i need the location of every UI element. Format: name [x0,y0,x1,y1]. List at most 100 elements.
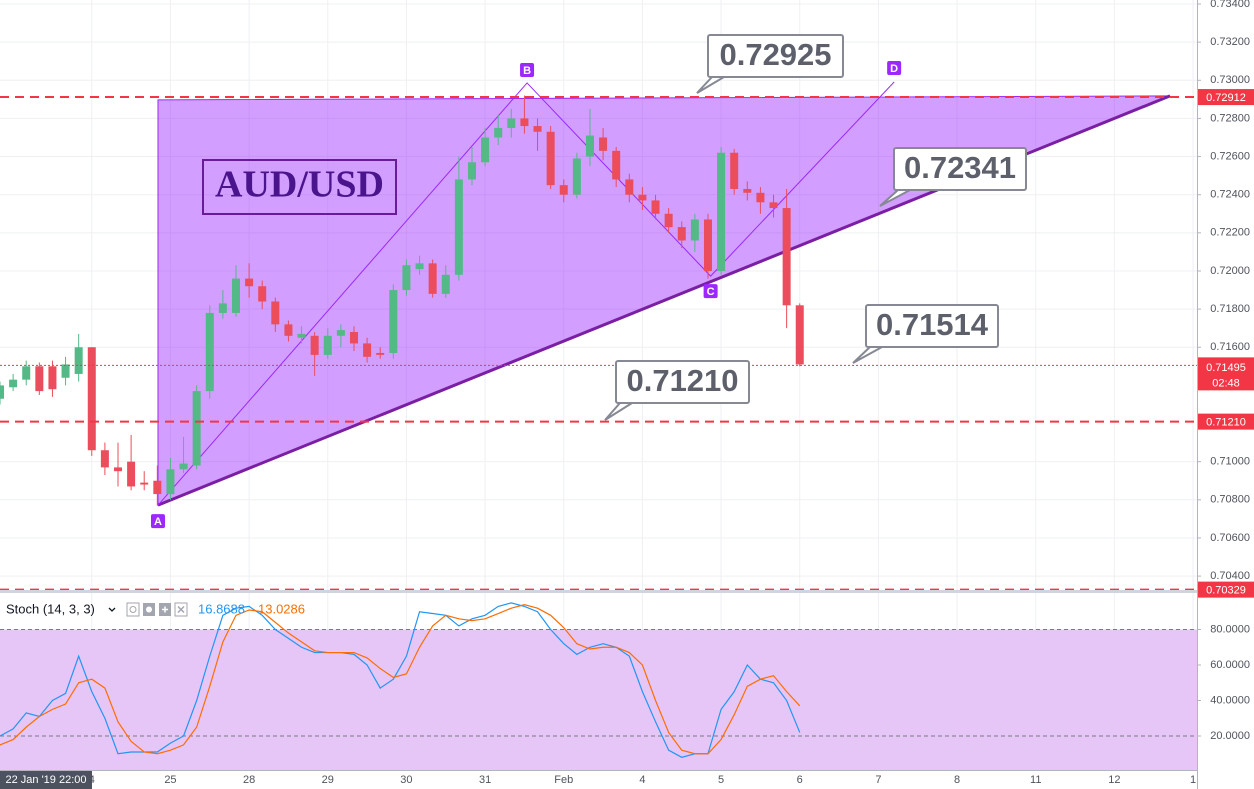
axes: 42528293031Feb45678111210.704000.706000.… [89,0,1250,786]
candle-body [546,131,555,186]
indicator-menu-chevron[interactable] [108,607,116,612]
callout-pointer [879,189,911,207]
stoch-tick-label: 60.0000 [1210,659,1250,671]
candle-body [795,305,804,365]
pattern-point-label: D [890,63,898,75]
pattern-point-box [703,284,718,299]
candle-body [585,135,594,157]
callout-box [865,304,999,348]
candle-body [61,364,70,378]
x-tick-label: 6 [797,774,803,786]
x-tick-label: 25 [164,774,176,786]
callout-box [707,34,844,78]
stoch-tick-label: 20.0000 [1210,730,1250,742]
pattern-point-box [520,62,535,77]
indicator-values: 16.8688 13.0286 [198,601,305,616]
candle-body [756,192,765,203]
candle-body [9,379,18,388]
crosshair-time-label: 22 Jan '19 22:00 [5,774,86,786]
candle-body [376,352,385,355]
candle-body [454,179,463,275]
candle-body [22,366,31,380]
price-tag [1198,413,1254,430]
candle-body [349,331,358,344]
countdown-label: 02:48 [1212,377,1240,389]
y-tick-label: 0.72600 [1210,150,1250,162]
candles [0,95,804,506]
y-tick-label: 0.70800 [1210,494,1250,506]
x-tick-label: 1 [1190,774,1196,786]
stoch-line [0,602,801,758]
candle-body [127,461,136,487]
candle-body [100,450,109,468]
indicator-value: 13.0286 [258,601,305,616]
candle-body [625,179,634,195]
callout-pointer [696,76,725,94]
callout-label: 0.72925 [719,37,831,72]
symbol-label: AUD/USD [215,164,384,206]
candle-body [520,118,529,127]
y-tick-label: 0.73200 [1210,36,1250,48]
candle-body [297,333,306,338]
y-tick-label: 0.72400 [1210,189,1250,201]
y-tick-label: 0.72000 [1210,265,1250,277]
candle-body [717,152,726,271]
candle-body [769,202,778,209]
candle-body [703,219,712,271]
candle-body [271,301,280,325]
candle-body [441,274,450,294]
y-tick-label: 0.71600 [1210,341,1250,353]
price-tag-label: 0.71210 [1206,417,1246,429]
candle-body [677,227,686,241]
x-tick-label: 28 [243,774,255,786]
callout-pointer [852,346,883,364]
callouts: AUD/USD 0.72925 0.72341 0.71514 0.71210 [202,34,1027,421]
candle-body [651,200,660,214]
stoch-tick-label: 80.0000 [1210,623,1250,635]
x-tick-label: 29 [322,774,334,786]
stoch-tick-label: 40.0000 [1210,694,1250,706]
pattern-point-label: A [154,516,162,528]
settings-icon [146,606,152,613]
candle-body [284,324,293,336]
x-tick-label: 7 [875,774,881,786]
stoch-line [0,604,801,755]
y-tick-label: 0.70600 [1210,532,1250,544]
candle-body [572,158,581,195]
indicator-title: Stoch (14, 3, 3) [6,601,95,616]
pattern-point-label: B [523,65,531,77]
candle-body [415,263,424,270]
candle-body [323,335,332,355]
candle-body [559,185,568,195]
candle-body [599,137,608,151]
y-tick-label: 0.71800 [1210,303,1250,315]
candle-body [389,290,398,353]
candle-body [664,213,673,228]
stoch-lines [0,602,801,758]
candle-body [140,482,149,485]
callout-box [615,360,750,404]
candle-body [402,265,411,291]
candle-body [481,137,490,163]
candle-body [35,366,44,392]
abcd-pattern-line [157,81,895,506]
x-tick-label: Feb [554,774,573,786]
y-tick-label: 0.72200 [1210,227,1250,239]
price-tag-label: 0.71495 [1206,362,1246,374]
pattern-point-box [150,514,165,529]
callout-label: 0.71514 [876,307,989,342]
x-tick-label: 5 [718,774,724,786]
hide-button[interactable] [126,602,140,617]
candle-body [113,467,122,472]
callout-label: 0.72341 [904,150,1016,185]
symbol-label-box [202,159,397,215]
candle-body [231,278,240,313]
candle-body [245,278,254,287]
callout-box [893,147,1027,191]
candle-body [494,127,503,138]
x-tick-label: 4 [639,774,645,786]
x-tick-label: 31 [479,774,491,786]
candle-body [690,219,699,241]
